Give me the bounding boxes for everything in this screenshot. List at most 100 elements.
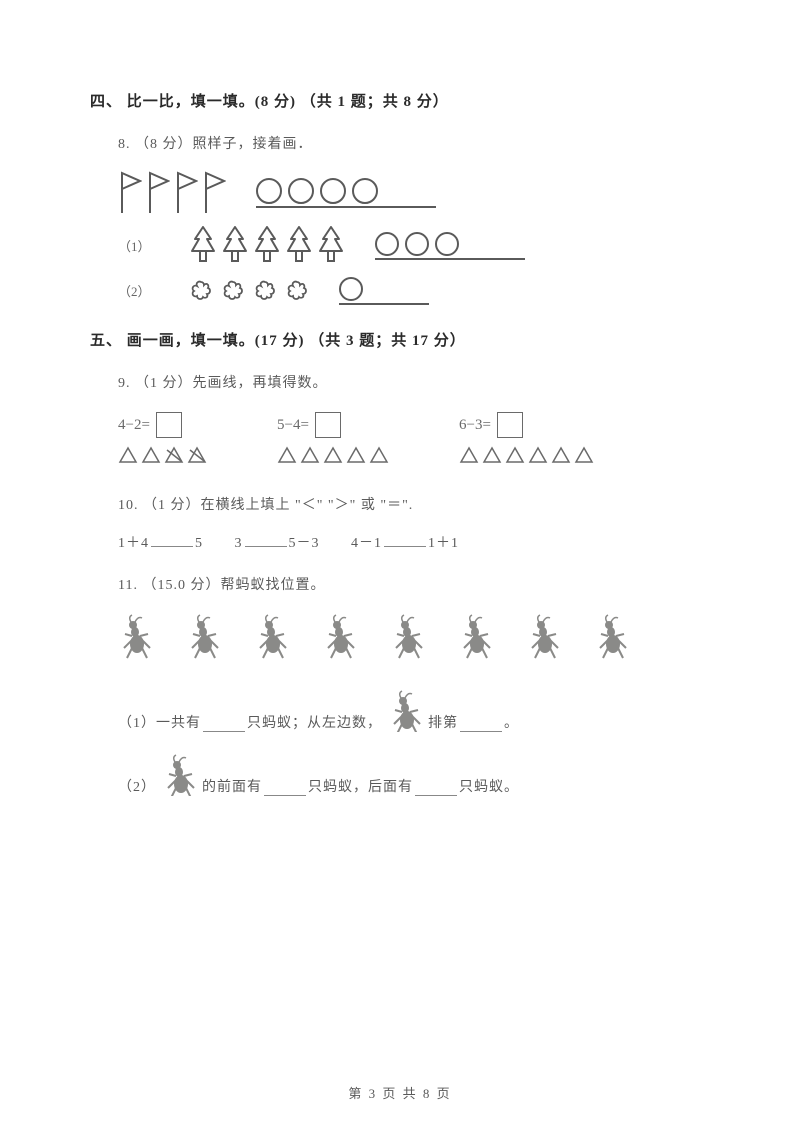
- answer-box[interactable]: [497, 412, 523, 438]
- fill-blank[interactable]: [384, 533, 426, 547]
- ant-icon: [118, 614, 156, 662]
- q11-sub1-mid2: 排第: [428, 712, 458, 732]
- example-circles-line: [256, 178, 436, 208]
- eq2-line: 5−4=: [277, 412, 389, 438]
- q10-p1-left: 1＋4: [118, 536, 149, 551]
- eq2-text: 5−4=: [277, 417, 309, 434]
- triangle-icon: [528, 446, 548, 464]
- page-footer: 第 3 页 共 8 页: [0, 1083, 800, 1102]
- q10-p1-right: 5: [195, 536, 203, 551]
- ant-icon: [390, 614, 428, 662]
- fill-blank[interactable]: [151, 533, 193, 547]
- ant-icon: [526, 614, 564, 662]
- circle-icon: [435, 232, 459, 256]
- eq3-triangles: [459, 446, 594, 464]
- circle-icon: [288, 178, 314, 204]
- flowers-group: [189, 278, 309, 302]
- answer-box[interactable]: [315, 412, 341, 438]
- flag-icon: [174, 171, 198, 215]
- q8-sub1-label: （1）: [118, 236, 151, 255]
- triangle-icon: [482, 446, 502, 464]
- q11-sub2-prefix: （2）: [118, 776, 156, 796]
- flower-icon: [221, 278, 245, 302]
- ant-icon: [388, 690, 422, 732]
- q8-sub1-row: （1）: [118, 225, 710, 265]
- q10-p2-left: 3: [235, 536, 243, 551]
- q10-p3-right: 1＋1: [428, 536, 459, 551]
- flower-icon: [253, 278, 277, 302]
- question-9-text: 9. （1 分）先画线，再填得数。: [118, 372, 710, 392]
- flag-icon: [202, 171, 226, 215]
- tree-icon: [317, 225, 345, 265]
- ant-icon: [254, 614, 292, 662]
- flag-icon: [146, 171, 170, 215]
- triangle-icon: [277, 446, 297, 464]
- triangle-crossed-icon: [164, 446, 184, 464]
- circle-icon: [256, 178, 282, 204]
- triangle-crossed-icon: [187, 446, 207, 464]
- circle-icon: [405, 232, 429, 256]
- q11-sub2-suffix: 只蚂蚁。: [459, 776, 519, 796]
- triangle-icon: [346, 446, 366, 464]
- q11-sub1: （1）一共有 只蚂蚁；从左边数， 排第 。: [118, 690, 710, 732]
- triangle-icon: [505, 446, 525, 464]
- eq-block-2: 5−4=: [277, 412, 389, 464]
- q8-sub2-label: （2）: [118, 281, 151, 300]
- q10-p3-left: 4－1: [351, 536, 382, 551]
- ant-icon: [322, 614, 360, 662]
- tree-icon: [285, 225, 313, 265]
- q11-sub1-suffix: 。: [504, 712, 519, 732]
- q8-example-row: [118, 171, 710, 215]
- flags-group: [118, 171, 226, 215]
- flower-icon: [285, 278, 309, 302]
- circle-icon: [375, 232, 399, 256]
- question-11-text: 11. （15.0 分）帮蚂蚁找位置。: [118, 574, 710, 594]
- trees-group: [189, 225, 345, 265]
- q10-fill-line: 1＋4 5 3 5－3 4－1 1＋1: [118, 532, 710, 552]
- triangle-icon: [141, 446, 161, 464]
- tree-icon: [221, 225, 249, 265]
- q11-sub2: （2） 的前面有 只蚂蚁，后面有 只蚂蚁。: [118, 754, 710, 796]
- question-10-text: 10. （1 分）在横线上填上 "＜" "＞" 或 "＝".: [118, 494, 710, 514]
- eq1-text: 4−2=: [118, 417, 150, 434]
- section-5-header: 五、 画一画，填一填。(17 分) （共 3 题；共 17 分）: [90, 329, 710, 350]
- flag-icon: [118, 171, 142, 215]
- ants-row: [118, 614, 710, 662]
- eq-block-3: 6−3=: [459, 412, 594, 464]
- q8-sub2-row: （2）: [118, 275, 710, 305]
- triangle-icon: [369, 446, 389, 464]
- fill-blank[interactable]: [264, 782, 306, 796]
- tree-icon: [253, 225, 281, 265]
- tree-icon: [189, 225, 217, 265]
- triangle-icon: [574, 446, 594, 464]
- q11-sub2-mid1: 的前面有: [202, 776, 262, 796]
- triangle-icon: [300, 446, 320, 464]
- triangle-icon: [551, 446, 571, 464]
- q10-p2-right: 5－3: [289, 536, 320, 551]
- eq2-triangles: [277, 446, 389, 464]
- ant-icon: [594, 614, 632, 662]
- q9-equations-row: 4−2= 5−4= 6−3=: [118, 412, 710, 464]
- triangle-icon: [323, 446, 343, 464]
- eq1-line: 4−2=: [118, 412, 207, 438]
- fill-blank[interactable]: [245, 533, 287, 547]
- section-4-header: 四、 比一比，填一填。(8 分) （共 1 题；共 8 分）: [90, 90, 710, 111]
- q11-sub1-mid1: 只蚂蚁；从左边数，: [247, 712, 382, 732]
- q11-sub2-mid2: 只蚂蚁，后面有: [308, 776, 413, 796]
- question-8-text: 8. （8 分）照样子，接着画．: [118, 133, 710, 153]
- fill-blank[interactable]: [460, 718, 502, 732]
- eq3-text: 6−3=: [459, 417, 491, 434]
- flower-icon: [189, 278, 213, 302]
- circle-icon: [320, 178, 346, 204]
- circle-icon: [339, 277, 363, 301]
- triangle-icon: [459, 446, 479, 464]
- ant-icon: [186, 614, 224, 662]
- sub1-answer-line[interactable]: [375, 230, 525, 260]
- eq1-triangles: [118, 446, 207, 464]
- eq3-line: 6−3=: [459, 412, 594, 438]
- answer-box[interactable]: [156, 412, 182, 438]
- sub2-answer-line[interactable]: [339, 275, 429, 305]
- q11-sub1-prefix: （1）一共有: [118, 712, 201, 732]
- fill-blank[interactable]: [203, 718, 245, 732]
- fill-blank[interactable]: [415, 782, 457, 796]
